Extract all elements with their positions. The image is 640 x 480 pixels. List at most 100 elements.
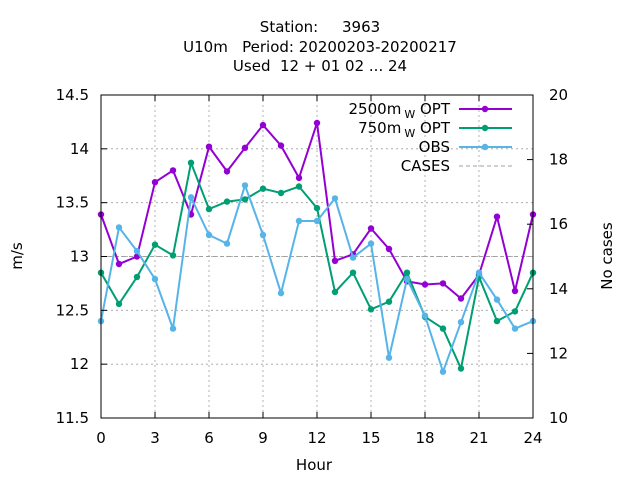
x-tick-label: 21	[469, 429, 488, 447]
data-point	[115, 224, 123, 231]
data-point	[259, 185, 267, 192]
y2-tick-label: 16	[549, 215, 568, 233]
x-tick-label: 3	[150, 429, 160, 447]
data-point	[439, 368, 447, 375]
data-point	[295, 217, 303, 225]
legend-label: CASES	[401, 157, 450, 175]
data-point	[133, 247, 141, 255]
data-point	[511, 287, 519, 295]
legend-marker	[481, 124, 489, 132]
data-point	[169, 252, 177, 259]
data-point	[331, 288, 339, 296]
data-point	[169, 167, 177, 174]
y-tick-label: 14.5	[56, 86, 89, 104]
data-point	[457, 365, 465, 372]
data-point	[151, 241, 159, 248]
data-point	[187, 194, 195, 201]
data-point	[313, 119, 321, 127]
data-point	[475, 269, 483, 276]
data-point	[295, 174, 303, 182]
data-point	[169, 325, 177, 332]
legend-label: 750m W OPT	[358, 119, 451, 140]
series-2	[97, 182, 537, 375]
data-point	[241, 182, 249, 189]
data-point	[349, 254, 357, 261]
x-tick-label: 0	[96, 429, 106, 447]
data-point	[421, 281, 429, 288]
data-point	[115, 260, 123, 268]
title-line-3: Used 12 + 01 02 ... 24	[233, 57, 407, 75]
tick-labels: 0 3 6 9 12 15 18 21 24 11.5 12 12.5 13 13.5 14 14.5 10 12…	[56, 86, 569, 447]
data-point	[151, 179, 159, 186]
data-point	[367, 240, 375, 247]
ticks	[100, 94, 534, 419]
y2-tick-label: 12	[549, 344, 568, 362]
data-point	[205, 231, 213, 239]
data-point	[493, 317, 501, 325]
data-point	[367, 225, 375, 232]
data-point	[151, 275, 159, 283]
y-tick-label: 11.5	[56, 409, 89, 427]
data-point	[133, 273, 141, 281]
x-tick-label: 6	[204, 429, 214, 447]
data-point	[493, 213, 501, 220]
data-point	[295, 183, 303, 190]
data-point	[493, 296, 501, 303]
y2-tick-label: 10	[549, 409, 568, 427]
x-tick-label: 9	[258, 429, 268, 447]
data-point	[241, 196, 249, 203]
data-point	[439, 325, 447, 332]
y-tick-label: 14	[70, 140, 89, 158]
data-point	[331, 257, 339, 264]
data-point	[277, 142, 285, 149]
legend-marker	[481, 105, 489, 113]
title-line-2: U10m Period: 20200203-20200217	[183, 38, 457, 56]
data-point	[205, 143, 213, 150]
data-point	[511, 325, 519, 332]
x-axis-label: Hour	[296, 456, 333, 474]
data-point	[223, 240, 231, 247]
title-line-1: Station: 3963	[260, 18, 380, 36]
y-tick-label: 12.5	[56, 301, 89, 319]
data-point	[259, 121, 267, 129]
data-point	[313, 204, 321, 212]
data-point	[205, 205, 213, 213]
legend-label: 2500m W OPT	[349, 100, 451, 121]
y-axis-label: m/s	[8, 242, 26, 270]
y-tick-label: 13	[70, 248, 89, 266]
data-point	[313, 217, 321, 225]
data-point	[403, 275, 411, 283]
data-point	[385, 354, 393, 361]
data-point	[331, 195, 339, 202]
data-point	[259, 231, 267, 239]
data-point	[223, 168, 231, 175]
chart-title: Station: 3963 U10m Period: 20200203-2020…	[183, 18, 457, 75]
data-point	[457, 319, 465, 326]
data-point	[349, 269, 357, 276]
data-point	[367, 306, 375, 313]
y-tick-label: 13.5	[56, 194, 89, 212]
data-point	[223, 198, 231, 205]
data-point	[277, 189, 285, 197]
series-line	[100, 182, 534, 375]
legend-label: OBS	[419, 138, 450, 156]
x-tick-label: 24	[523, 429, 542, 447]
data-point	[439, 280, 447, 287]
x-tick-label: 15	[361, 429, 380, 447]
data-point	[421, 312, 429, 319]
x-tick-label: 12	[307, 429, 326, 447]
data-point	[115, 300, 123, 308]
data-point	[187, 159, 195, 166]
legend-marker	[481, 143, 489, 151]
data-point	[277, 289, 285, 297]
data-point	[457, 295, 465, 302]
y2-axis-label: No cases	[598, 222, 616, 290]
x-tick-label: 18	[415, 429, 434, 447]
data-point	[403, 269, 411, 276]
data-point	[385, 298, 393, 305]
data-point	[511, 308, 519, 315]
y2-tick-label: 20	[549, 86, 568, 104]
data-point	[241, 144, 249, 151]
